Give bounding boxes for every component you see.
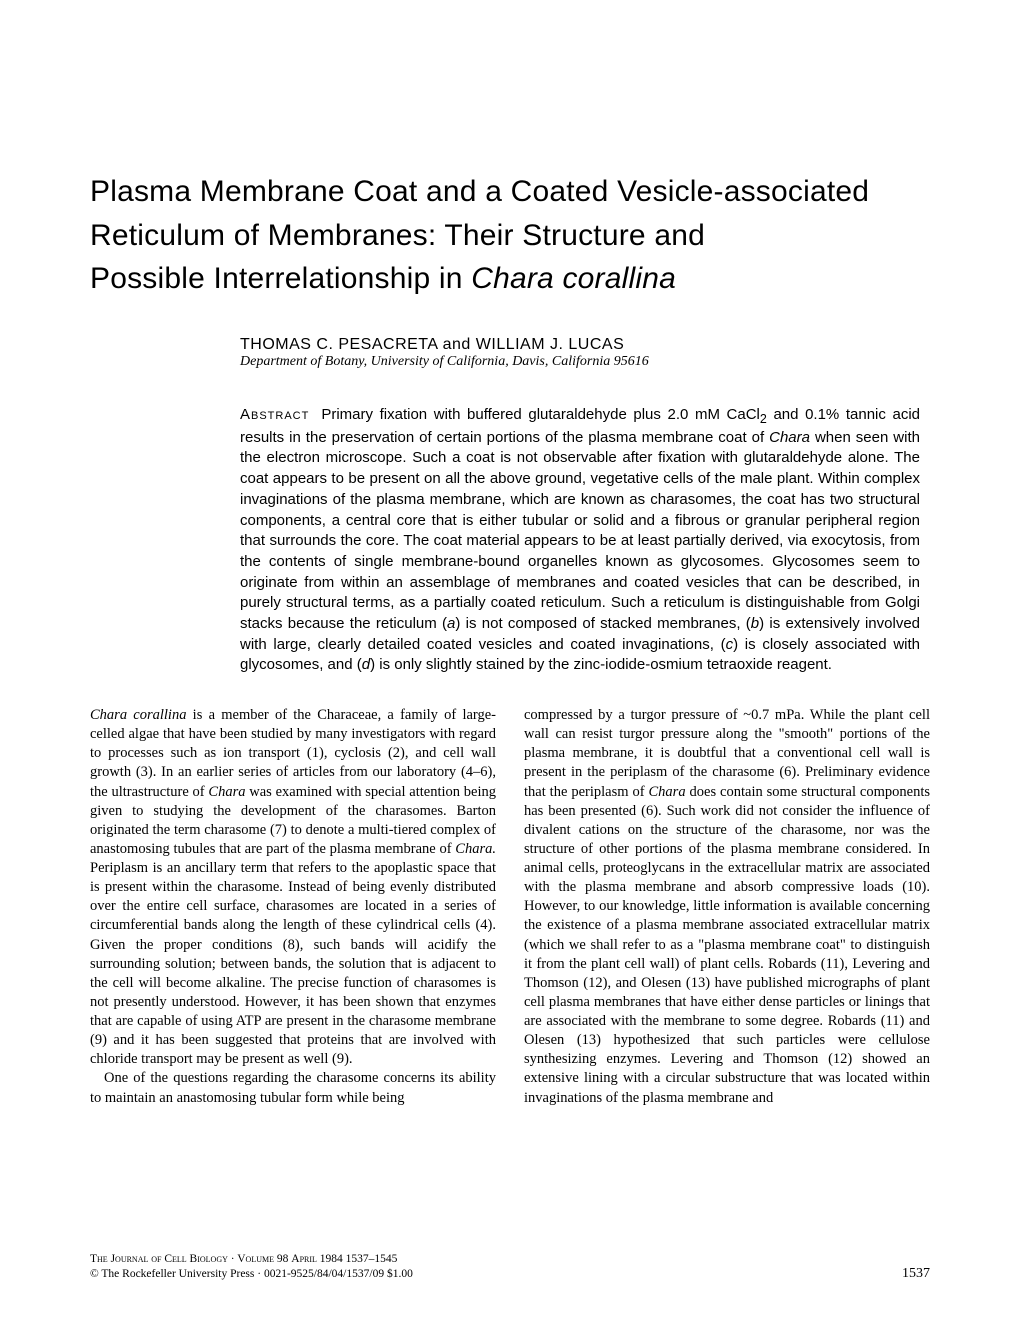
body-columns: Chara corallina is a member of the Chara…: [90, 706, 930, 1108]
abstract-italic-c: c: [726, 636, 734, 653]
abstract-italic-chara: Chara: [769, 429, 810, 446]
footer: The Journal of Cell Biology · Volume 98 …: [90, 1252, 930, 1282]
footer-vol: 98: [274, 1253, 291, 1265]
title-line-3b: Chara corallina: [471, 262, 676, 295]
right-p1-italic-b: Chara: [649, 784, 686, 800]
footer-line-2: © The Rockefeller University Press · 002…: [90, 1267, 413, 1282]
authors-block: THOMAS C. PESACRETA and WILLIAM J. LUCAS…: [240, 336, 930, 370]
abstract-text-f: ) is not composed of stacked membranes, …: [455, 615, 750, 632]
footer-month: April: [291, 1253, 317, 1265]
page-number: 1537: [902, 1266, 930, 1282]
footer-left: The Journal of Cell Biology · Volume 98 …: [90, 1252, 413, 1282]
abstract-italic-d: d: [362, 656, 370, 673]
footer-pages: 1984 1537–1545: [317, 1253, 398, 1265]
left-p1-italic-c: Chara: [208, 784, 245, 800]
authors: THOMAS C. PESACRETA and WILLIAM J. LUCAS: [240, 336, 930, 354]
abstract-sub: 2: [760, 412, 767, 426]
right-column: compressed by a turgor pressure of ~0.7 …: [524, 706, 930, 1108]
left-para-2: One of the questions regarding the chara…: [90, 1069, 496, 1107]
right-para-1: compressed by a turgor pressure of ~0.7 …: [524, 706, 930, 1108]
footer-line-1: The Journal of Cell Biology · Volume 98 …: [90, 1252, 413, 1267]
abstract-text-d: when seen with the electron microscope. …: [240, 429, 920, 632]
left-para-1: Chara corallina is a member of the Chara…: [90, 706, 496, 1069]
left-p1-italic-a: Chara corallina: [90, 707, 186, 723]
abstract-text-a: Primary fixation with buffered glutarald…: [321, 406, 760, 423]
left-p1-f: Periplasm is an ancillary term that refe…: [90, 860, 496, 1067]
abstract-text-l: ) is only slightly stained by the zinc-i…: [370, 656, 832, 673]
footer-journal: The Journal of Cell Biology · Volume: [90, 1253, 274, 1265]
abstract-label: Abstract: [240, 406, 309, 423]
right-p1-c: does contain some structural components …: [524, 784, 930, 1106]
affiliation: Department of Botany, University of Cali…: [240, 354, 930, 370]
title-line-2: Reticulum of Membranes: Their Structure …: [90, 219, 705, 252]
title-line-1: Plasma Membrane Coat and a Coated Vesicl…: [90, 175, 869, 208]
article-title: Plasma Membrane Coat and a Coated Vesicl…: [90, 170, 930, 301]
title-line-3a: Possible Interrelationship in: [90, 262, 471, 295]
left-column: Chara corallina is a member of the Chara…: [90, 706, 496, 1108]
abstract: Abstract Primary fixation with buffered g…: [240, 405, 920, 677]
abstract-italic-b: b: [751, 615, 759, 632]
left-p1-italic-e: Chara.: [455, 841, 496, 857]
